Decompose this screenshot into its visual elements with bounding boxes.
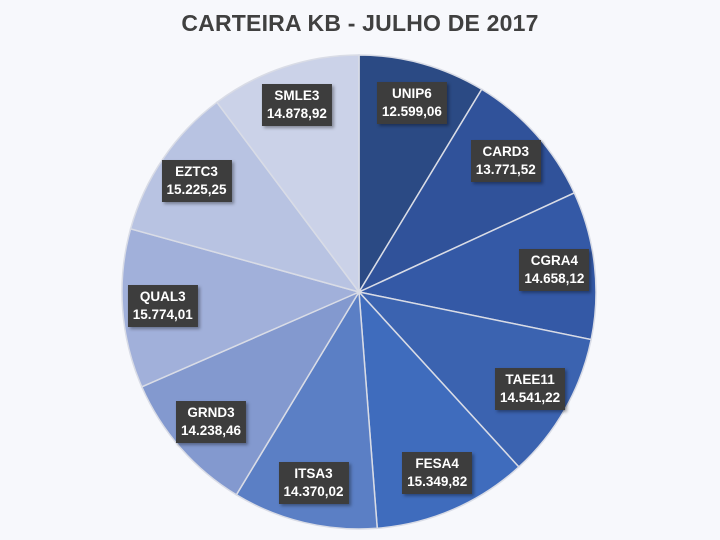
pie-slice-grnd3 <box>140 290 361 496</box>
data-label-cgra4: CGRA4 14.658,12 <box>519 248 590 291</box>
data-label-category: UNIP6 <box>391 85 432 101</box>
pie-slice-taee11 <box>356 290 593 469</box>
data-label-smle3: SMLE3 14.878,92 <box>261 84 332 127</box>
data-label-value: 14.238,46 <box>180 422 242 438</box>
data-label-grnd3: GRND3 14.238,46 <box>175 400 247 443</box>
data-label-value: 15.774,01 <box>132 306 193 322</box>
pie-slice-qual3 <box>121 227 362 388</box>
data-label-value: 15.349,82 <box>407 473 468 489</box>
pie-slice-eztc3 <box>129 101 361 294</box>
data-label-category: QUAL3 <box>139 288 186 304</box>
data-label-category: CGRA4 <box>530 252 579 268</box>
data-label-fesa4: FESA4 15.349,82 <box>402 451 473 494</box>
data-label-unip6: UNIP6 12.599,06 <box>376 81 447 124</box>
data-label-taee11: TAEE11 14.541,22 <box>495 368 566 411</box>
data-label-value: 13.771,52 <box>475 161 536 177</box>
data-label-category: EZTC3 <box>175 164 218 180</box>
data-label-value: 14.541,22 <box>500 390 561 406</box>
pie-slice-cgra4 <box>356 191 597 341</box>
data-label-value: 14.370,02 <box>283 484 344 500</box>
data-label-value: 14.878,92 <box>266 106 327 122</box>
data-label-category: SMLE3 <box>274 88 320 104</box>
data-label-category: ITSA3 <box>294 466 333 482</box>
data-label-category: FESA4 <box>415 455 459 471</box>
data-label-eztc3: EZTC3 15.225,25 <box>161 160 232 203</box>
data-label-value: 12.599,06 <box>381 103 442 119</box>
data-label-category: CARD3 <box>482 143 529 159</box>
pie-slice-card3 <box>357 88 576 294</box>
pie-slice-fesa4 <box>358 289 520 530</box>
data-label-category: GRND3 <box>187 404 235 420</box>
data-label-itsa3: ITSA3 14.370,02 <box>278 462 349 505</box>
data-label-value: 14.658,12 <box>524 270 585 286</box>
data-label-card3: CARD3 13.771,52 <box>470 139 541 182</box>
chart-title: CARTEIRA KB - JULHO DE 2017 <box>181 10 539 36</box>
data-label-value: 15.225,25 <box>166 182 227 198</box>
data-label-qual3: QUAL3 15.774,01 <box>127 284 198 327</box>
data-label-category: TAEE11 <box>505 372 555 388</box>
